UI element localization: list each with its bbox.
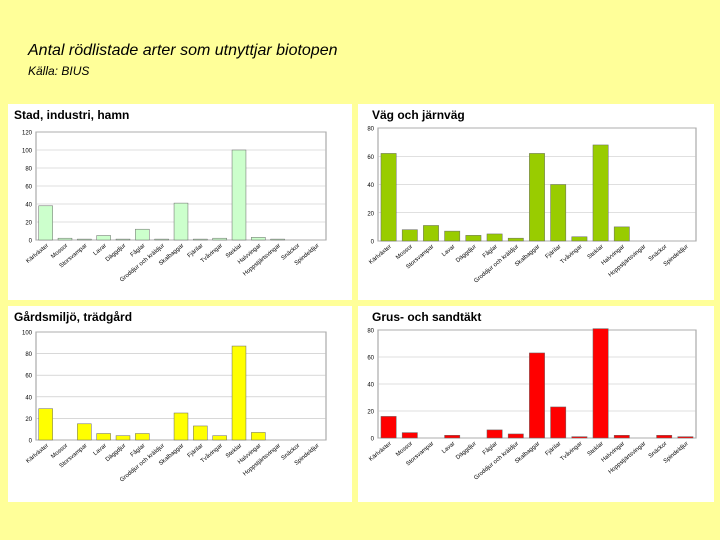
y-tick-label: 60 bbox=[25, 374, 32, 380]
bar bbox=[444, 230, 461, 242]
bar bbox=[38, 205, 53, 241]
y-tick-label: 80 bbox=[25, 352, 32, 358]
y-tick-label: 40 bbox=[25, 395, 32, 401]
bar bbox=[592, 144, 609, 242]
bar bbox=[507, 433, 524, 439]
bar bbox=[135, 228, 150, 241]
bar bbox=[677, 436, 694, 439]
chart-panel-1: Stad, industri, hamn 0 20 40 60 80 100 120 Kärlv… bbox=[8, 104, 352, 300]
bar bbox=[96, 235, 111, 241]
y-tick-label: 0 bbox=[371, 240, 375, 246]
bar bbox=[529, 352, 545, 439]
bar bbox=[550, 184, 567, 242]
y-tick-label: 120 bbox=[22, 131, 33, 137]
bar bbox=[613, 435, 630, 439]
bar bbox=[613, 226, 630, 242]
bar bbox=[231, 149, 247, 241]
y-tick-label: 60 bbox=[367, 155, 374, 161]
y-tick-label: 60 bbox=[367, 356, 374, 362]
y-tick-label: 20 bbox=[367, 211, 374, 217]
slide-source: Källa: BIUS bbox=[28, 64, 90, 78]
y-tick-label: 20 bbox=[367, 410, 374, 416]
bar bbox=[38, 408, 53, 441]
bar bbox=[96, 433, 111, 441]
chart-title: Stad, industri, hamn bbox=[14, 108, 129, 122]
chart-title: Gårdsmiljö, trädgård bbox=[14, 310, 132, 324]
bar bbox=[380, 416, 397, 439]
bar bbox=[212, 237, 227, 241]
chart-gardsmiljo-tradgard: Gårdsmiljö, trädgård020406080100Kärlväxt… bbox=[8, 306, 352, 502]
bar bbox=[135, 433, 150, 441]
bar bbox=[486, 429, 503, 439]
bar bbox=[529, 153, 545, 242]
y-tick-label: 100 bbox=[22, 149, 33, 155]
y-tick-label: 0 bbox=[29, 239, 33, 245]
bar bbox=[251, 237, 266, 241]
chart-stad-industri-hamn: Stad, industri, hamn020406080100120Kärlv… bbox=[8, 104, 352, 300]
bar bbox=[486, 233, 503, 242]
bar bbox=[251, 432, 266, 441]
y-tick-label: 80 bbox=[367, 127, 374, 133]
bar bbox=[154, 238, 169, 241]
bar bbox=[57, 237, 73, 241]
y-tick-label: 20 bbox=[25, 221, 32, 227]
chart-title: Grus- och sandtäkt bbox=[372, 310, 481, 324]
bar bbox=[571, 436, 588, 439]
bar bbox=[465, 235, 482, 242]
y-tick-label: 0 bbox=[371, 437, 375, 443]
chart-title: Väg och järnväg bbox=[372, 108, 465, 122]
bar bbox=[444, 435, 461, 439]
y-tick-label: 80 bbox=[367, 329, 374, 335]
y-tick-label: 20 bbox=[25, 417, 32, 423]
bar bbox=[507, 237, 524, 242]
y-tick-label: 0 bbox=[29, 439, 33, 445]
y-tick-label: 100 bbox=[22, 331, 33, 337]
chart-panel-3: Gårdsmiljö, trädgård 0 20 40 60 80 100 Kärlväxt… bbox=[8, 306, 352, 502]
y-tick-label: 60 bbox=[25, 185, 32, 191]
chart-panel-4: Grus- och sandtäkt 0 20 40 60 80 Kärlväxter Mos… bbox=[358, 306, 714, 502]
bar bbox=[173, 412, 189, 441]
bar bbox=[401, 432, 418, 439]
bar bbox=[193, 425, 208, 441]
bar bbox=[423, 225, 439, 242]
bar bbox=[77, 238, 92, 241]
bar bbox=[212, 435, 227, 441]
chart-panel-2: Väg och järnväg 0 20 40 60 80 Kärlväxter Mossor… bbox=[358, 104, 714, 300]
bar bbox=[571, 236, 588, 242]
bar bbox=[270, 238, 285, 241]
slide-title: Antal rödlistade arter som utnyttjar bio… bbox=[28, 42, 338, 59]
y-tick-label: 40 bbox=[25, 203, 32, 209]
bar bbox=[231, 345, 247, 441]
y-tick-label: 40 bbox=[367, 383, 374, 389]
bar bbox=[656, 435, 673, 439]
bar bbox=[380, 153, 397, 242]
bar bbox=[115, 435, 131, 441]
bar bbox=[592, 328, 609, 439]
y-tick-label: 40 bbox=[367, 183, 374, 189]
bar bbox=[550, 406, 567, 439]
bar bbox=[193, 238, 208, 241]
bar bbox=[115, 238, 131, 241]
y-tick-label: 80 bbox=[25, 167, 32, 173]
bar bbox=[173, 202, 189, 241]
bar bbox=[77, 423, 92, 441]
bar bbox=[401, 229, 418, 242]
